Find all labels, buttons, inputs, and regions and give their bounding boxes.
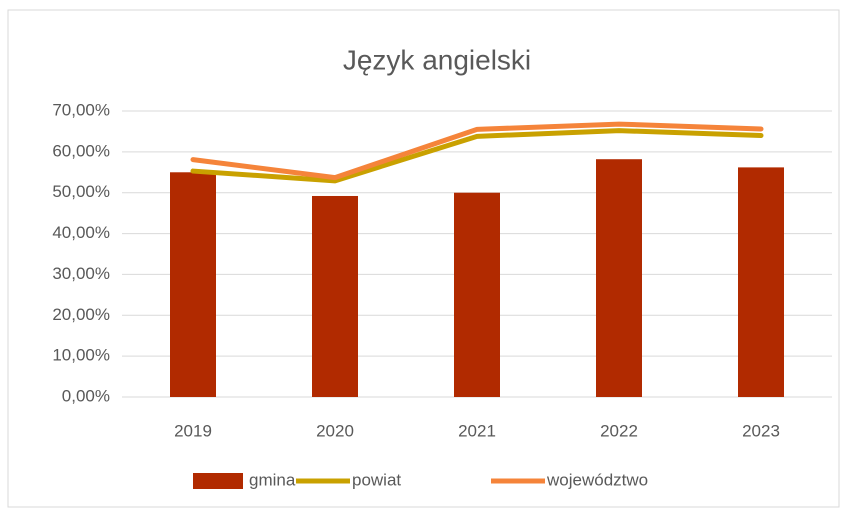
- bar: [170, 172, 216, 397]
- chart-title: Język angielski: [343, 44, 531, 75]
- bar: [596, 159, 642, 397]
- x-tick-label: 2020: [316, 421, 354, 440]
- y-tick-label: 20,00%: [52, 305, 110, 324]
- legend-label: gmina: [249, 470, 296, 489]
- y-tick-label: 50,00%: [52, 182, 110, 201]
- y-tick-label: 70,00%: [52, 100, 110, 119]
- x-tick-label: 2023: [742, 421, 780, 440]
- line: [190, 121, 764, 181]
- legend-label: województwo: [546, 470, 648, 489]
- bar: [738, 167, 784, 397]
- legend-label: powiat: [352, 470, 401, 489]
- x-tick-label: 2022: [600, 421, 638, 440]
- chart-frame: [7, 9, 840, 508]
- y-tick-label: 40,00%: [52, 223, 110, 242]
- bar: [454, 192, 500, 397]
- line: [190, 128, 764, 184]
- y-tick-label: 60,00%: [52, 141, 110, 160]
- y-tick-label: 30,00%: [52, 264, 110, 283]
- x-tick-label: 2021: [458, 421, 496, 440]
- legend-swatch: [193, 473, 243, 489]
- y-tick-label: 0,00%: [62, 386, 110, 405]
- y-tick-label: 10,00%: [52, 346, 110, 365]
- x-tick-label: 2019: [174, 421, 212, 440]
- bar: [312, 195, 358, 397]
